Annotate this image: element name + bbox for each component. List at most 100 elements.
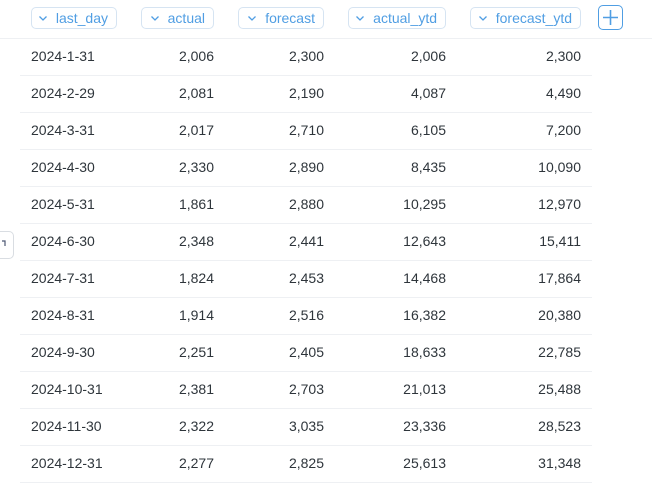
cell-last-day[interactable]: 2024-3-31 — [31, 122, 95, 138]
row-divider — [20, 75, 592, 76]
corner-arrow-icon — [2, 240, 6, 246]
cell-actual[interactable]: 1,824 — [178, 270, 214, 286]
column-header-actual[interactable]: actual — [141, 7, 214, 29]
column-header-label: forecast_ytd — [495, 10, 572, 26]
table-row: 2024-11-30 2,322 3,035 23,336 28,523 — [0, 408, 652, 446]
cell-actual-ytd[interactable]: 25,613 — [403, 455, 446, 471]
cell-forecast-ytd[interactable]: 2,300 — [545, 48, 581, 64]
cell-actual[interactable]: 2,081 — [178, 85, 214, 101]
cell-actual[interactable]: 2,348 — [178, 233, 214, 249]
cell-actual[interactable]: 2,017 — [178, 122, 214, 138]
cell-forecast-ytd[interactable]: 31,348 — [538, 455, 581, 471]
row-divider — [20, 445, 592, 446]
cell-forecast[interactable]: 2,453 — [288, 270, 324, 286]
cell-actual[interactable]: 2,277 — [178, 455, 214, 471]
chevron-down-icon — [150, 13, 160, 23]
cell-actual-ytd[interactable]: 4,087 — [410, 85, 446, 101]
table-row: 2024-7-31 1,824 2,453 14,468 17,864 — [0, 260, 652, 298]
cell-forecast[interactable]: 2,890 — [288, 159, 324, 175]
cell-actual[interactable]: 2,006 — [178, 48, 214, 64]
cell-last-day[interactable]: 2024-9-30 — [31, 344, 95, 360]
cell-forecast-ytd[interactable]: 25,488 — [538, 381, 581, 397]
cell-actual[interactable]: 1,861 — [178, 196, 214, 212]
cell-last-day[interactable]: 2024-10-31 — [31, 381, 103, 397]
cell-forecast[interactable]: 2,441 — [288, 233, 324, 249]
cell-actual[interactable]: 2,322 — [178, 418, 214, 434]
cell-forecast[interactable]: 2,190 — [288, 85, 324, 101]
row-divider — [20, 408, 592, 409]
column-header-label: actual_ytd — [373, 10, 437, 26]
cell-last-day[interactable]: 2024-1-31 — [31, 48, 95, 64]
cell-forecast[interactable]: 2,405 — [288, 344, 324, 360]
cell-forecast-ytd[interactable]: 28,523 — [538, 418, 581, 434]
cell-last-day[interactable]: 2024-7-31 — [31, 270, 95, 286]
cell-actual[interactable]: 1,914 — [178, 307, 214, 323]
cell-actual-ytd[interactable]: 8,435 — [410, 159, 446, 175]
cell-actual-ytd[interactable]: 21,013 — [403, 381, 446, 397]
cell-actual-ytd[interactable]: 18,633 — [403, 344, 446, 360]
cell-last-day[interactable]: 2024-11-30 — [31, 418, 102, 434]
table-body: 2024-1-31 2,006 2,300 2,006 2,300 2024-2-29 2,… — [0, 38, 652, 483]
plus-icon — [603, 10, 618, 25]
column-header-forecast-ytd[interactable]: forecast_ytd — [470, 7, 581, 29]
row-divider — [20, 149, 592, 150]
table-row: 2024-4-30 2,330 2,890 8,435 10,090 — [0, 149, 652, 187]
row-divider — [20, 482, 592, 483]
column-header-forecast[interactable]: forecast — [238, 7, 324, 29]
chevron-down-icon — [478, 13, 488, 23]
table-row: 2024-8-31 1,914 2,516 16,382 20,380 — [0, 297, 652, 335]
cell-forecast-ytd[interactable]: 4,490 — [545, 85, 581, 101]
cell-actual-ytd[interactable]: 16,382 — [403, 307, 446, 323]
cell-forecast-ytd[interactable]: 12,970 — [538, 196, 581, 212]
cell-last-day[interactable]: 2024-6-30 — [31, 233, 95, 249]
column-header-label: forecast — [265, 10, 315, 26]
cell-actual-ytd[interactable]: 2,006 — [410, 48, 446, 64]
cell-forecast[interactable]: 2,710 — [288, 122, 324, 138]
row-divider — [20, 334, 592, 335]
cell-forecast-ytd[interactable]: 22,785 — [538, 344, 581, 360]
cell-actual-ytd[interactable]: 6,105 — [410, 122, 446, 138]
cell-forecast-ytd[interactable]: 10,090 — [538, 159, 581, 175]
table-header: last_day actual forecast actual_ytd fore — [0, 0, 652, 39]
column-header-actual-ytd[interactable]: actual_ytd — [348, 7, 446, 29]
cell-forecast[interactable]: 3,035 — [288, 418, 324, 434]
row-divider — [20, 371, 592, 372]
column-header-last-day[interactable]: last_day — [31, 7, 117, 29]
table-row: 2024-1-31 2,006 2,300 2,006 2,300 — [0, 38, 652, 76]
cell-actual[interactable]: 2,330 — [178, 159, 214, 175]
cell-forecast[interactable]: 2,300 — [288, 48, 324, 64]
row-divider — [20, 260, 592, 261]
cell-forecast[interactable]: 2,703 — [288, 381, 324, 397]
cell-last-day[interactable]: 2024-2-29 — [31, 85, 95, 101]
cell-forecast-ytd[interactable]: 7,200 — [545, 122, 581, 138]
cell-forecast-ytd[interactable]: 20,380 — [538, 307, 581, 323]
cell-forecast[interactable]: 2,825 — [288, 455, 324, 471]
cell-actual[interactable]: 2,381 — [178, 381, 214, 397]
row-divider — [20, 223, 592, 224]
cell-actual-ytd[interactable]: 14,468 — [403, 270, 446, 286]
chevron-down-icon — [247, 13, 257, 23]
cell-forecast[interactable]: 2,516 — [288, 307, 324, 323]
column-header-label: last_day — [55, 10, 108, 26]
cell-last-day[interactable]: 2024-12-31 — [31, 455, 103, 471]
chevron-down-icon — [38, 13, 48, 23]
side-panel-handle[interactable] — [0, 231, 14, 259]
table-row: 2024-3-31 2,017 2,710 6,105 7,200 — [0, 112, 652, 150]
chevron-down-icon — [355, 13, 365, 23]
add-column-button[interactable] — [598, 5, 623, 30]
table-row: 2024-2-29 2,081 2,190 4,087 4,490 — [0, 75, 652, 113]
cell-actual-ytd[interactable]: 23,336 — [403, 418, 446, 434]
cell-forecast[interactable]: 2,880 — [288, 196, 324, 212]
table-row: 2024-9-30 2,251 2,405 18,633 22,785 — [0, 334, 652, 372]
cell-last-day[interactable]: 2024-8-31 — [31, 307, 95, 323]
row-divider — [20, 297, 592, 298]
cell-actual-ytd[interactable]: 12,643 — [403, 233, 446, 249]
cell-forecast-ytd[interactable]: 17,864 — [538, 270, 581, 286]
cell-last-day[interactable]: 2024-4-30 — [31, 159, 95, 175]
cell-last-day[interactable]: 2024-5-31 — [31, 196, 95, 212]
cell-forecast-ytd[interactable]: 15,411 — [539, 233, 581, 249]
cell-actual-ytd[interactable]: 10,295 — [403, 196, 446, 212]
cell-actual[interactable]: 2,251 — [178, 344, 214, 360]
table-row: 2024-6-30 2,348 2,441 12,643 15,411 — [0, 223, 652, 261]
